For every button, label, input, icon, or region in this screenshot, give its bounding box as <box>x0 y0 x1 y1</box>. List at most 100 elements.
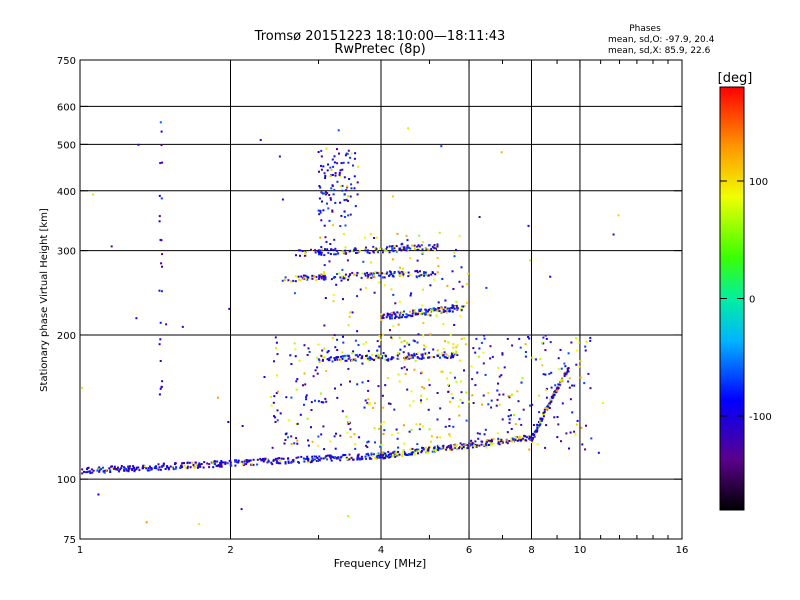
data-point <box>405 234 408 237</box>
data-point <box>345 198 348 201</box>
data-point <box>335 356 338 359</box>
data-point <box>347 423 350 425</box>
data-point <box>424 352 427 355</box>
data-point <box>580 426 583 429</box>
data-point <box>422 322 425 325</box>
data-point <box>546 405 549 408</box>
data-point <box>331 209 334 212</box>
data-point <box>342 232 345 235</box>
data-point <box>467 446 470 449</box>
data-point <box>357 165 359 168</box>
data-point <box>367 275 370 278</box>
data-point <box>186 462 189 465</box>
data-point <box>579 360 582 363</box>
data-point <box>318 170 320 173</box>
data-point <box>349 195 352 198</box>
data-point <box>294 275 297 278</box>
data-point <box>575 363 578 366</box>
data-point <box>328 357 331 360</box>
data-point <box>414 449 417 452</box>
data-point <box>557 383 560 386</box>
data-point <box>390 433 393 436</box>
data-point <box>567 352 570 355</box>
data-point <box>326 351 329 354</box>
data-point <box>306 455 309 458</box>
data-point <box>350 187 353 190</box>
data-point <box>307 459 310 462</box>
data-point <box>326 358 329 361</box>
data-point <box>332 249 335 252</box>
data-point <box>374 402 376 405</box>
data-point <box>339 169 342 172</box>
data-point <box>311 459 313 462</box>
data-point <box>427 448 430 451</box>
data-point <box>296 439 299 442</box>
data-point <box>420 371 423 374</box>
data-point <box>200 463 203 465</box>
data-point <box>282 457 285 460</box>
data-point <box>356 181 359 184</box>
data-point <box>393 271 396 273</box>
data-point <box>400 249 403 252</box>
data-point <box>491 440 493 443</box>
data-point <box>440 307 443 310</box>
data-point <box>377 274 380 277</box>
data-point <box>440 370 443 373</box>
data-point <box>159 468 162 471</box>
data-point <box>577 341 580 344</box>
data-point <box>445 448 448 451</box>
data-point <box>418 275 421 278</box>
data-point <box>334 276 337 278</box>
data-point <box>299 279 302 282</box>
data-point <box>96 469 99 472</box>
data-point <box>335 432 337 435</box>
data-point <box>472 402 475 404</box>
data-point <box>348 421 351 423</box>
data-point <box>250 462 253 465</box>
x-tick-labels: 1 2 4 6 8 10 16 <box>77 545 689 556</box>
data-point <box>85 471 88 474</box>
data-point <box>303 254 306 257</box>
data-point <box>450 446 453 449</box>
data-point <box>486 440 489 443</box>
data-point <box>310 401 313 404</box>
data-point <box>321 248 324 251</box>
data-point <box>322 273 325 276</box>
y-tick-label: 600 <box>57 102 76 113</box>
data-point <box>270 404 273 407</box>
data-point <box>167 466 170 469</box>
data-point <box>319 236 322 239</box>
data-point <box>364 236 366 239</box>
data-point <box>436 271 439 274</box>
data-point <box>290 363 293 365</box>
data-point <box>357 355 360 358</box>
data-point <box>391 453 394 456</box>
data-point <box>427 378 430 381</box>
data-point <box>587 372 590 375</box>
data-point <box>159 321 162 324</box>
data-point <box>400 316 403 319</box>
data-point <box>101 466 104 469</box>
data-point <box>346 259 349 262</box>
data-point <box>341 357 344 360</box>
data-point <box>508 409 511 411</box>
data-point <box>320 457 323 460</box>
data-point <box>381 314 384 317</box>
data-point <box>155 467 158 470</box>
data-point <box>434 448 437 451</box>
data-point <box>451 307 453 309</box>
data-point <box>316 457 319 459</box>
data-point <box>561 402 564 405</box>
data-point <box>471 378 474 381</box>
data-point <box>452 444 455 447</box>
data-point <box>380 313 383 316</box>
data-point <box>398 380 401 383</box>
data-point <box>287 279 290 282</box>
data-point <box>330 278 333 281</box>
data-point <box>524 439 527 442</box>
data-point <box>460 306 463 309</box>
data-point <box>343 354 346 357</box>
colorbar-tick-label: -100 <box>749 412 772 423</box>
data-point <box>461 285 464 288</box>
